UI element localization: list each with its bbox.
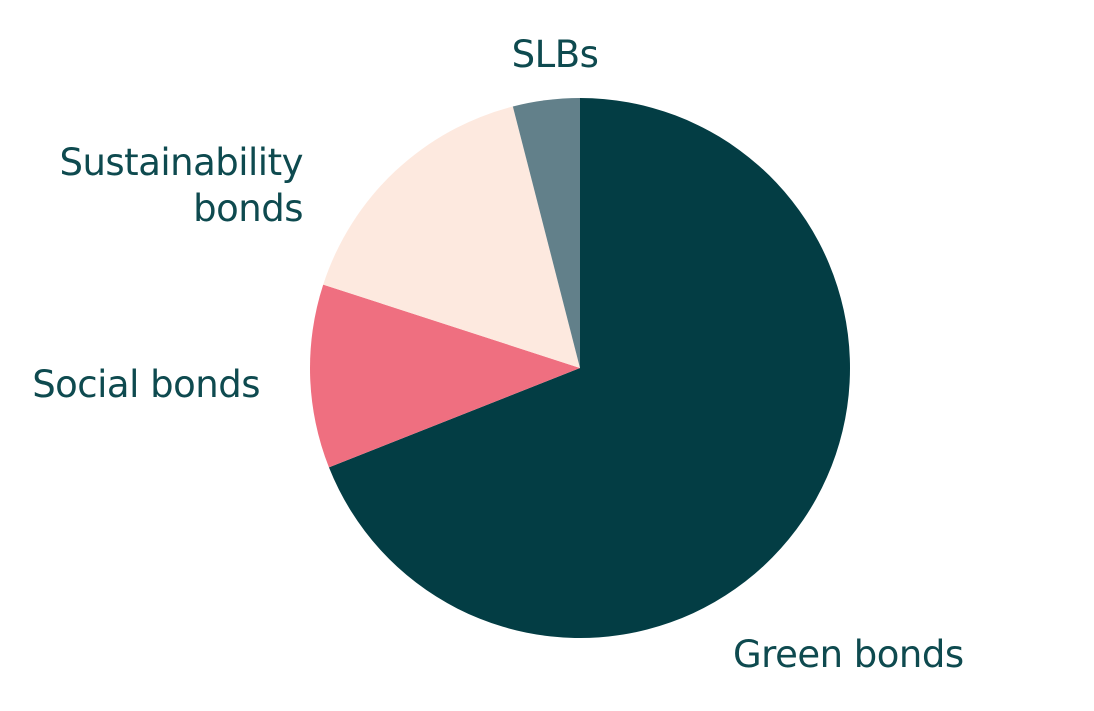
slice-label: Sustainability bonds	[59, 141, 303, 230]
pie-slice	[310, 284, 580, 468]
pie-slice	[328, 98, 851, 639]
slice-label: Social bonds	[32, 363, 260, 406]
pie-slice	[323, 106, 580, 368]
slice-label: SLBs	[511, 33, 599, 76]
slice-label: Green bonds	[733, 633, 964, 676]
pie-slice	[512, 98, 580, 368]
